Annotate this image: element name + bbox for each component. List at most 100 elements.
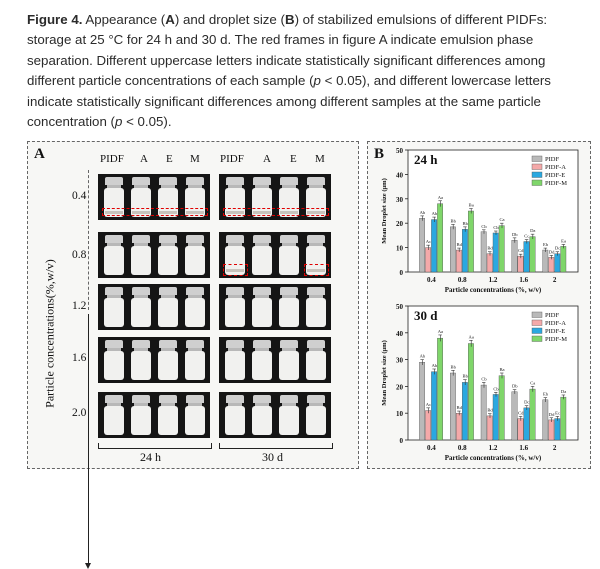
emulsion-bottle xyxy=(279,395,299,435)
significance-label: Ab xyxy=(420,354,426,359)
x-axis-label: Particle concentrations (%, w/v) xyxy=(445,454,542,462)
bar-pidf-a xyxy=(517,255,524,273)
bar-pidf-m xyxy=(529,236,536,273)
significance-label: Cd xyxy=(518,248,524,253)
legend-label: PIDF-A xyxy=(545,164,566,171)
x-tick-label: 1.6 xyxy=(519,276,528,284)
emulsion-bottle xyxy=(185,235,205,275)
x-tick-label: 1.6 xyxy=(519,444,528,452)
bar-chart-24h: 0 10 20 30 40 50 Mean Droplet size (μm) Particl… xyxy=(381,147,579,294)
emulsion-bottle xyxy=(225,395,245,435)
emulsion-bottle xyxy=(104,395,124,435)
bar-pidf xyxy=(419,362,426,441)
chart-title: 30 d xyxy=(414,308,438,323)
significance-label: Bb xyxy=(451,364,457,369)
emulsion-bottle xyxy=(104,340,124,380)
emulsion-bottle xyxy=(252,177,272,217)
col-header-pidf: PIDF xyxy=(220,153,244,165)
emulsion-bottle xyxy=(252,395,272,435)
emulsion-bottle xyxy=(279,235,299,275)
bar-pidf-e xyxy=(554,418,561,441)
bar-pidf xyxy=(419,218,426,273)
significance-label: Cb xyxy=(493,225,499,230)
emulsion-bottle xyxy=(104,177,124,217)
emulsion-bottle xyxy=(252,235,272,275)
caption-p: p xyxy=(313,73,321,89)
col-header-a: A xyxy=(263,153,271,165)
caption-label: Figure 4. xyxy=(27,12,83,27)
bar-pidf-m xyxy=(467,210,474,273)
bar-pidf-a xyxy=(486,253,493,273)
emulsion-bottle xyxy=(252,287,272,327)
bar-pidf-a xyxy=(455,249,462,273)
time-bracket-30d xyxy=(219,443,333,449)
bar-pidf xyxy=(542,249,549,273)
legend-label: PIDF xyxy=(545,312,559,319)
y-tick-label: 50 xyxy=(396,147,404,155)
bar-pidf-m xyxy=(529,388,536,441)
significance-label: Bb xyxy=(463,374,469,379)
y-tick-label: 40 xyxy=(396,171,404,179)
emulsion-bottle xyxy=(225,340,245,380)
panel-a-letter: A xyxy=(34,146,45,162)
x-tick-label: 0.4 xyxy=(427,276,436,284)
y-tick-label: 0 xyxy=(400,437,404,445)
emulsion-bottle xyxy=(279,177,299,217)
emulsion-bottle xyxy=(131,235,151,275)
concentration-arrow xyxy=(85,314,91,569)
emulsion-bottle xyxy=(185,287,205,327)
y-tick-label: 0 xyxy=(400,269,404,277)
emulsion-bottle xyxy=(131,395,151,435)
significance-label: Eb xyxy=(543,242,549,247)
y-axis-label: Mean Droplet size (μm) xyxy=(381,340,388,405)
emulsion-bottle xyxy=(225,287,245,327)
bar-pidf-e xyxy=(492,232,499,273)
x-tick-label: 1.2 xyxy=(489,276,498,284)
col-header-e: E xyxy=(290,153,297,165)
legend-swatch xyxy=(531,155,543,162)
bar-pidf-e xyxy=(492,394,499,441)
y-tick-label: 50 xyxy=(396,303,404,311)
bar-pidf-a xyxy=(425,410,432,441)
significance-label: Bd xyxy=(457,405,463,410)
x-tick-label: 2 xyxy=(553,444,557,452)
y-axis-label: Mean Droplet size (μm) xyxy=(381,178,388,243)
emulsion-bottle xyxy=(252,340,272,380)
row-label-2-0: 2.0 xyxy=(72,407,87,419)
legend-label: PIDF xyxy=(545,156,559,163)
emulsion-bottle xyxy=(306,395,326,435)
significance-label: Bb xyxy=(451,218,457,223)
legend-label: PIDF-A xyxy=(545,320,566,327)
caption-p: p xyxy=(114,114,123,130)
y-tick-label: 30 xyxy=(396,196,404,204)
bar-pidf-m xyxy=(437,203,444,273)
significance-label: Da xyxy=(561,389,566,394)
col-header-a: A xyxy=(140,153,148,165)
caption-text: < 0.05). xyxy=(122,114,172,130)
significance-label: Dc xyxy=(524,400,529,405)
bar-chart-30d: 0 10 20 30 40 50 Mean Droplet size (μm) Particl… xyxy=(381,303,579,462)
emulsion-bottle xyxy=(306,340,326,380)
bar-pidf-a xyxy=(548,419,555,441)
significance-label: Ba xyxy=(499,367,504,372)
bar-pidf-e xyxy=(523,241,530,273)
legend-swatch xyxy=(531,335,543,342)
significance-label: Ca xyxy=(499,217,504,222)
bar-pidf-e xyxy=(431,371,438,441)
significance-label: Bb xyxy=(463,221,469,226)
bar-pidf-e xyxy=(461,382,468,441)
legend-label: PIDF-M xyxy=(545,336,567,343)
caption-ref-b: B xyxy=(284,12,295,27)
col-header-pidf: PIDF xyxy=(100,153,124,165)
bar-pidf-e xyxy=(431,219,438,273)
x-tick-label: 0.4 xyxy=(427,444,436,452)
significance-label: Dc xyxy=(555,246,560,251)
emulsion-bottle xyxy=(306,177,326,217)
emulsion-bottle xyxy=(104,235,124,275)
emulsion-bottle xyxy=(306,235,326,275)
emulsion-bottle xyxy=(158,340,178,380)
emulsion-bottle xyxy=(158,177,178,217)
emulsion-bottle xyxy=(131,177,151,217)
emulsion-bottle xyxy=(131,287,151,327)
separation-frame xyxy=(223,264,248,276)
